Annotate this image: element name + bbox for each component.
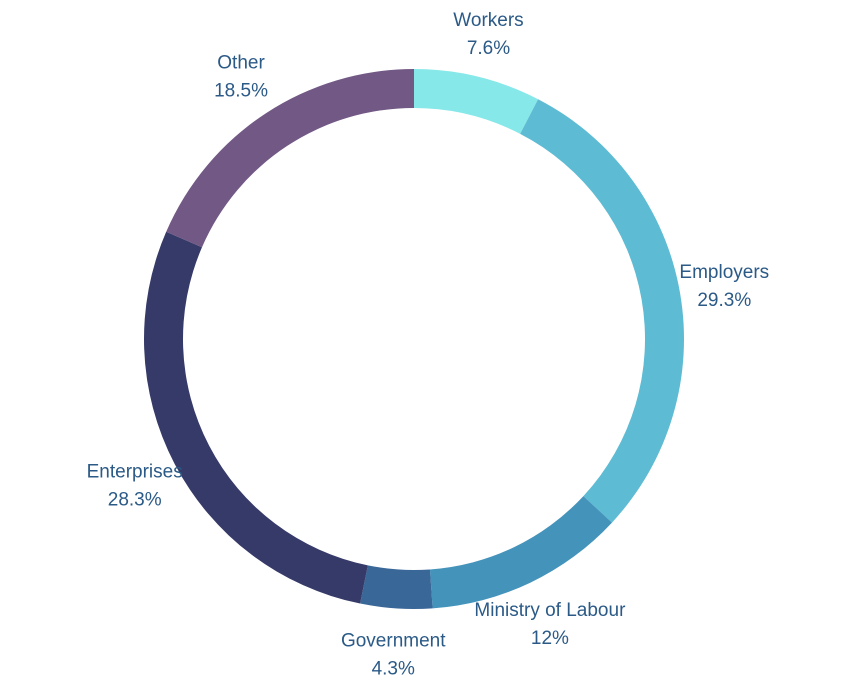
slice-value-label: 29.3% <box>697 290 751 311</box>
slice-value-label: 7.6% <box>467 38 510 59</box>
slice-value-label: 4.3% <box>372 658 415 675</box>
slice-name-label: Employers <box>679 262 769 283</box>
slice-value-label: 18.5% <box>214 81 268 102</box>
slice-name-label: Workers <box>453 10 523 31</box>
slices-layer <box>143 69 684 609</box>
slice-ministry-of-labour <box>429 496 612 609</box>
slice-name-label: Other <box>217 53 265 74</box>
slice-label-ministry-of-labour: Ministry of Labour 12% <box>474 600 626 649</box>
slice-name-label: Government <box>341 630 446 651</box>
slice-label-workers: Workers 7.6% <box>453 10 523 59</box>
slice-value-label: 28.3% <box>108 490 162 511</box>
slice-other <box>166 69 414 248</box>
slice-enterprises <box>143 231 368 604</box>
slice-workers <box>414 69 539 134</box>
slice-label-employers: Employers 29.3% <box>679 262 769 311</box>
slice-name-label: Enterprises <box>87 462 183 483</box>
slice-label-government: Government 4.3% <box>341 630 446 675</box>
slice-label-other: Other 18.5% <box>214 53 268 102</box>
slice-label-enterprises: Enterprises 28.3% <box>87 462 183 511</box>
slice-name-label: Ministry of Labour <box>474 600 626 621</box>
slice-government <box>360 565 433 609</box>
slice-value-label: 12% <box>531 628 569 649</box>
labels-layer: Workers 7.6% Employers 29.3% Ministry of Lab… <box>87 10 770 675</box>
slice-employers <box>520 99 684 523</box>
